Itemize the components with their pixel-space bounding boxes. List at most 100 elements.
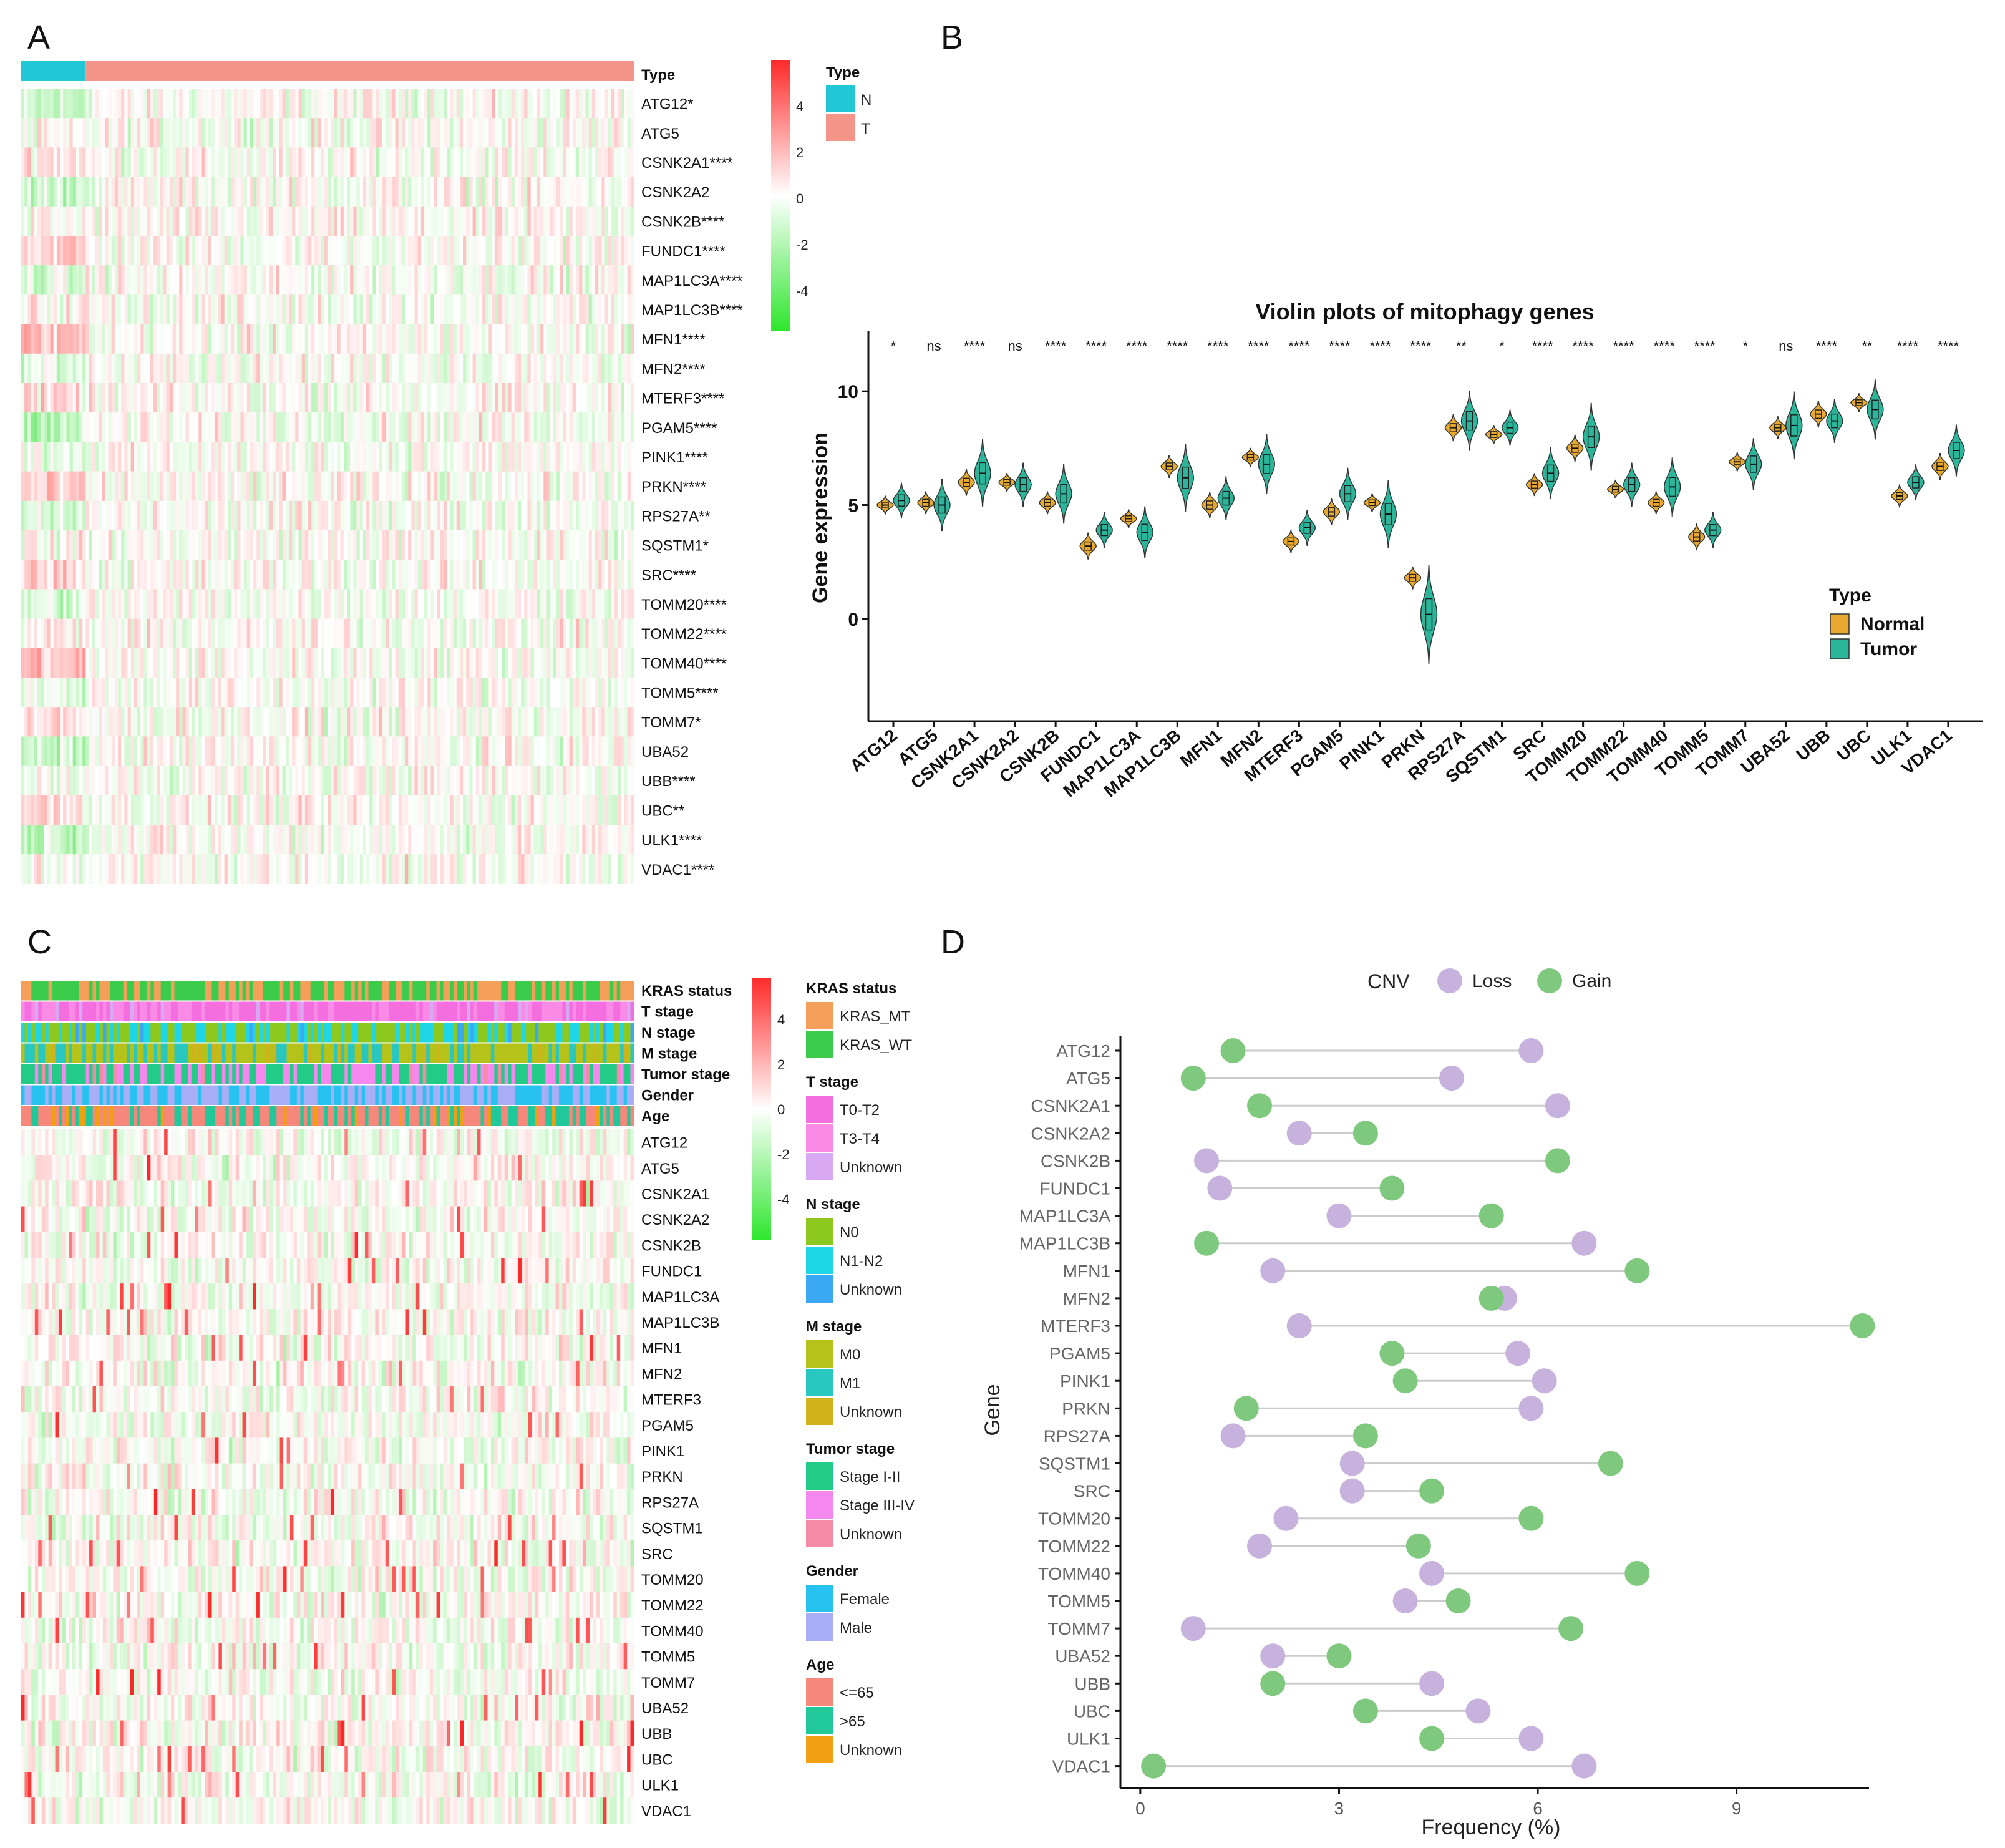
- heatmap-a-cell: [240, 736, 245, 767]
- heatmap-a-cell: [56, 353, 61, 384]
- heatmap-a-cell: [198, 206, 203, 236]
- heatmap-a-cell: [331, 236, 334, 266]
- heatmap-a-cell: [27, 825, 32, 855]
- heatmap-a-cell: [536, 383, 541, 413]
- heatmap-a-cell: [505, 500, 509, 531]
- heatmap-a-cell: [585, 118, 590, 148]
- heatmap-a-cell: [269, 324, 273, 354]
- heatmap-a-cell: [201, 147, 206, 178]
- heatmap-a-cell: [485, 825, 490, 855]
- heatmap-a-cell: [356, 589, 361, 620]
- heatmap-a-cell: [595, 442, 599, 472]
- heatmap-a-cell: [243, 118, 248, 148]
- heatmap-a-cell: [134, 618, 138, 649]
- heatmap-a-cell: [311, 618, 315, 649]
- heatmap-a-cell: [50, 825, 54, 855]
- heatmap-a-cell: [601, 177, 606, 207]
- heatmap-a-cell: [485, 530, 490, 560]
- heatmap-a-cell: [121, 795, 125, 825]
- heatmap-a-cell: [56, 560, 61, 590]
- heatmap-a-cell: [430, 825, 435, 855]
- heatmap-a-cell: [595, 324, 599, 354]
- heatmap-a-cell: [624, 825, 628, 855]
- heatmap-a-cell: [585, 294, 590, 325]
- heatmap-a-cell: [417, 678, 422, 708]
- heatmap-a-cell: [382, 766, 386, 796]
- heatmap-a-cell: [601, 89, 606, 119]
- heatmap-a-cell: [614, 825, 618, 855]
- heatmap-a-cell: [437, 147, 441, 178]
- heatmap-a-cell: [169, 766, 173, 796]
- heatmap-a-cell: [314, 353, 319, 384]
- heatmap-a-cell: [218, 442, 222, 472]
- heatmap-a-cell: [304, 118, 309, 148]
- heatmap-a-cell: [172, 147, 177, 178]
- heatmap-a-cell: [246, 500, 251, 531]
- heatmap-a-cell: [546, 236, 551, 266]
- heatmap-a-cell: [372, 177, 377, 207]
- heatmap-a-cell: [444, 236, 447, 266]
- heatmap-a-cell: [208, 560, 212, 590]
- heatmap-a-cell: [89, 766, 93, 796]
- heatmap-a-cell: [343, 118, 347, 148]
- heatmap-a-cell: [153, 530, 157, 560]
- heatmap-a-cell: [430, 236, 435, 266]
- heatmap-a-cell: [582, 177, 586, 207]
- heatmap-a-cell: [488, 442, 493, 472]
- heatmap-a-cell: [72, 206, 77, 236]
- heatmap-a-cell: [188, 825, 193, 855]
- heatmap-a-cell: [266, 89, 270, 119]
- heatmap-a-cell: [566, 265, 570, 295]
- heatmap-a-cell: [356, 294, 361, 325]
- heatmap-a-cell: [105, 648, 109, 678]
- heatmap-a-cell: [260, 353, 264, 384]
- heatmap-a-cell: [550, 412, 554, 442]
- heatmap-a-cell: [224, 147, 228, 178]
- heatmap-a-cell: [102, 353, 105, 384]
- heatmap-a-cell: [27, 560, 32, 590]
- heatmap-a-cell: [215, 766, 218, 796]
- heatmap-a-cell: [469, 589, 473, 620]
- heatmap-a-cell: [624, 118, 628, 148]
- heatmap-a-cell: [108, 825, 112, 855]
- heatmap-a-cell: [427, 118, 431, 148]
- heatmap-a-cell: [218, 294, 222, 325]
- heatmap-a-cell: [511, 147, 515, 178]
- heatmap-a-cell: [263, 500, 267, 531]
- heatmap-a-cell: [376, 500, 380, 531]
- heatmap-a-cell: [63, 265, 67, 295]
- heatmap-a-cell: [34, 471, 38, 502]
- heatmap-a-cell: [405, 707, 409, 737]
- heatmap-a-cell: [44, 412, 47, 442]
- heatmap-a-cell: [463, 530, 467, 560]
- heatmap-a-cell: [260, 206, 264, 236]
- heatmap-a-cell: [266, 678, 270, 708]
- heatmap-a-cell: [478, 825, 483, 855]
- heatmap-a-cell: [273, 766, 276, 796]
- heatmap-a-cell: [304, 707, 309, 737]
- heatmap-a-cell: [279, 118, 283, 148]
- heatmap-a-cell: [492, 736, 496, 767]
- heatmap-a-cell: [21, 530, 25, 560]
- heatmap-a-cell: [118, 471, 122, 502]
- heatmap-a-cell: [591, 648, 596, 678]
- heatmap-a-cell: [150, 825, 154, 855]
- heatmap-a-cell: [591, 678, 596, 708]
- heatmap-a-cell: [627, 383, 631, 413]
- heatmap-a-cell: [630, 530, 634, 560]
- heatmap-a-cell: [253, 589, 257, 620]
- heatmap-a-cell: [160, 412, 164, 442]
- heatmap-a-cell: [37, 678, 41, 708]
- heatmap-a-cell: [75, 265, 80, 295]
- heatmap-a-cell: [221, 89, 225, 119]
- heatmap-a-cell: [579, 147, 583, 178]
- heatmap-a-cell: [237, 294, 241, 325]
- heatmap-a-cell: [611, 471, 615, 502]
- heatmap-a-cell: [466, 353, 470, 384]
- heatmap-a-cell: [147, 353, 151, 384]
- heatmap-a-cell: [318, 530, 322, 560]
- heatmap-a-cell: [398, 618, 402, 649]
- heatmap-a-cell: [79, 766, 83, 796]
- heatmap-a-cell: [566, 530, 570, 560]
- heatmap-a-cell: [614, 678, 618, 708]
